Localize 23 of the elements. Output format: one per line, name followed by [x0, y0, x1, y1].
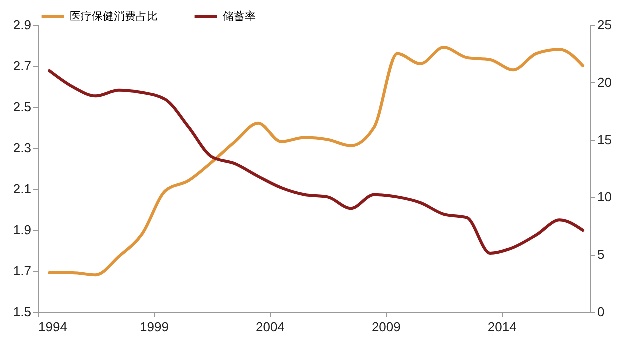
y-tick-label: 2.3 — [13, 140, 32, 156]
y2-tick-label: 20 — [598, 74, 612, 90]
y2-tick-label: 15 — [598, 132, 612, 148]
y-tick-label: 2.9 — [13, 18, 32, 32]
y2-tick-label: 0 — [598, 304, 605, 320]
legend-label: 储蓄率 — [223, 10, 256, 23]
y2-tick-label: 25 — [598, 18, 612, 32]
x-tick-label: 1994 — [38, 320, 68, 334]
x-tick-label: 2009 — [372, 320, 401, 334]
y-tick-label: 2.5 — [13, 100, 32, 114]
y2-tick-label: 10 — [598, 190, 612, 205]
y-tick-label: 1.5 — [13, 304, 32, 320]
x-tick-label: 2004 — [256, 320, 285, 334]
y-tick-label: 1.9 — [13, 222, 32, 238]
y2-tick-label: 5 — [598, 247, 605, 262]
line-series — [48, 46, 585, 277]
line-series — [48, 69, 585, 255]
y-tick-label: 2.1 — [13, 182, 32, 196]
y-tick-label: 2.7 — [13, 58, 32, 74]
x-tick-label: 2014 — [488, 320, 517, 334]
x-tick-label: 1999 — [140, 320, 169, 334]
y-tick-label: 1.7 — [13, 264, 32, 278]
legend-label: 医疗保健消费占比 — [70, 10, 158, 23]
